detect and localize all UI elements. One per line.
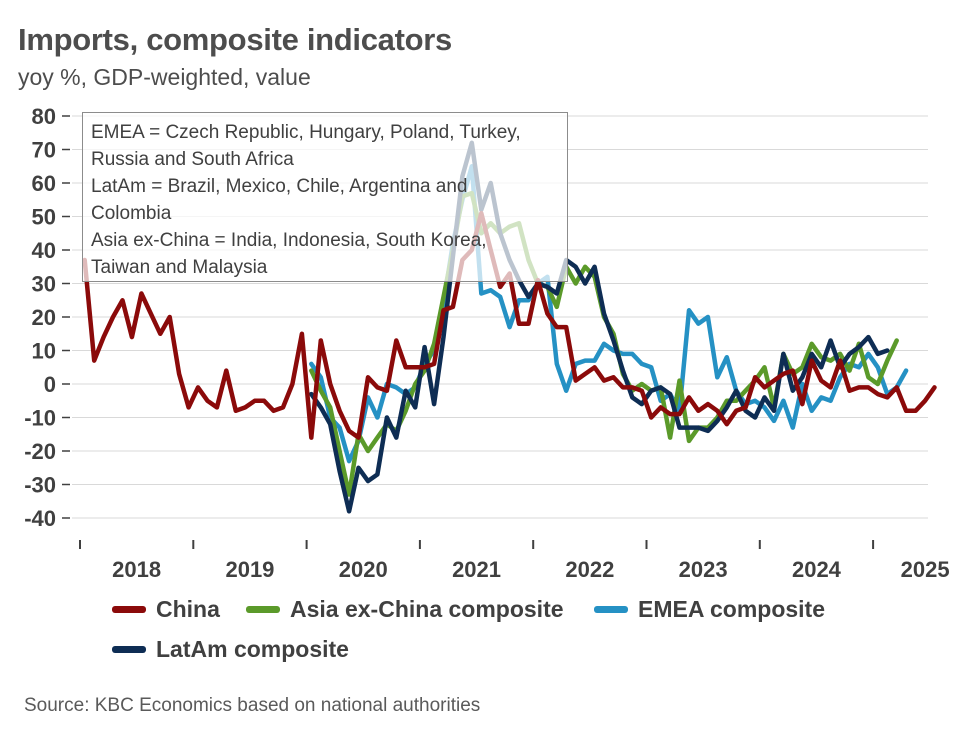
note-line: Asia ex-China = India, Indonesia, South … [91,230,487,251]
note-line: LatAm = Brazil, Mexico, Chile, Argentina… [91,176,468,197]
y-tick-label: 50 [32,205,56,230]
series-line-latam-composite [309,140,890,514]
y-tick-label: 70 [32,138,56,163]
chart-subtitle: yoy %, GDP-weighted, value [18,64,311,90]
y-tick-label: 40 [32,238,56,263]
legend-swatch-asia-ex-china [246,606,280,613]
note-line: EMEA = Czech Republic, Hungary, Poland, … [91,122,521,143]
region-definitions-note: EMEA = Czech Republic, Hungary, Poland, … [82,112,568,282]
x-tick-label: 2018 [112,557,161,582]
legend-swatch-china [112,606,146,613]
source-note: Source: KBC Economics based on national … [24,695,481,716]
y-tick-label: -10 [24,406,56,431]
x-tick-label: 2020 [339,557,388,582]
x-tick-label: 2021 [452,557,501,582]
legend-item-latam: LatAm composite [112,636,349,663]
y-tick-label: 0 [44,372,56,397]
y-tick-label: -20 [24,439,56,464]
legend-label: China [156,596,220,622]
y-tick-label: -40 [24,506,56,531]
legend-swatch-emea [594,606,628,613]
y-tick-label: -30 [24,473,56,498]
chart-title: Imports, composite indicators [18,22,452,57]
legend-swatch-latam [112,646,146,653]
legend-item-asia-ex-china: Asia ex-China composite [246,596,564,623]
y-tick-label: 20 [32,305,56,330]
legend-item-china: China [112,596,220,623]
y-axis-ticks: 80 70 60 50 40 30 20 10 0 -10 -20 -30 -40 [24,104,70,531]
note-line: Taiwan and Malaysia [91,257,268,278]
y-tick-label: 60 [32,171,56,196]
series-lines [82,140,937,514]
y-tick-label: 80 [32,104,56,129]
x-axis: 2018 2019 2020 2021 2022 2023 2024 2025 [79,540,950,582]
x-tick-label: 2025 [901,557,950,582]
legend-item-emea: EMEA composite [594,596,825,623]
x-tick-label: 2022 [565,557,614,582]
y-tick-label: 10 [32,339,56,364]
x-tick-label: 2024 [792,557,842,582]
legend-label: Asia ex-China composite [290,596,564,622]
legend-label: EMEA composite [638,596,826,622]
x-tick-label: 2019 [225,557,274,582]
y-tick-label: 30 [32,272,56,297]
x-tick-label: 2023 [679,557,728,582]
legend-label: LatAm composite [156,636,349,662]
note-line: Russia and South Africa [91,149,294,170]
note-line: Colombia [91,203,172,224]
